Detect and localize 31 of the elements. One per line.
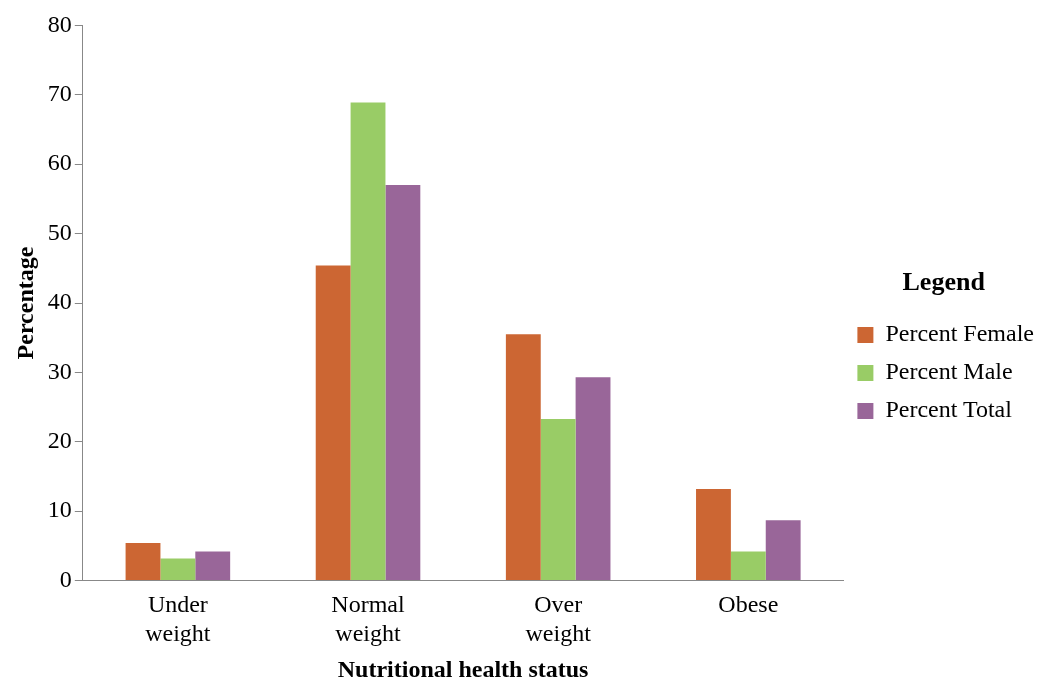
bar [350,102,386,581]
y-tick-label: 50 [47,218,72,245]
y-tick-label: 70 [47,80,72,107]
x-tick-label: Under weight [145,591,211,647]
x-tick-label: Normal weight [331,591,406,647]
y-tick-label: 10 [47,496,72,523]
bar [195,551,231,581]
bar [575,377,611,581]
legend-label: Percent Total [885,396,1013,423]
bar [765,520,801,581]
bar [160,558,196,581]
y-tick-label: 40 [47,288,72,315]
bar [696,488,731,581]
y-tick-label: 30 [47,357,72,384]
y-tick-label: 20 [47,427,72,454]
bar [730,551,766,581]
legend-label: Percent Female [885,320,1034,347]
bar [315,265,351,581]
x-tick-label: Over weight [525,591,592,647]
x-tick-label: Obese [718,591,779,618]
bar [540,418,576,581]
bar [385,185,421,581]
legend-title: Legend [902,266,986,296]
bar [125,543,161,581]
y-axis-title: Percentage [11,246,38,360]
bar [505,334,541,581]
y-tick-label: 0 [59,565,72,592]
y-tick-label: 80 [47,10,72,37]
legend-label: Percent Male [885,358,1013,385]
x-axis-title: Nutritional health status [337,655,589,682]
y-tick-label: 60 [47,149,72,176]
